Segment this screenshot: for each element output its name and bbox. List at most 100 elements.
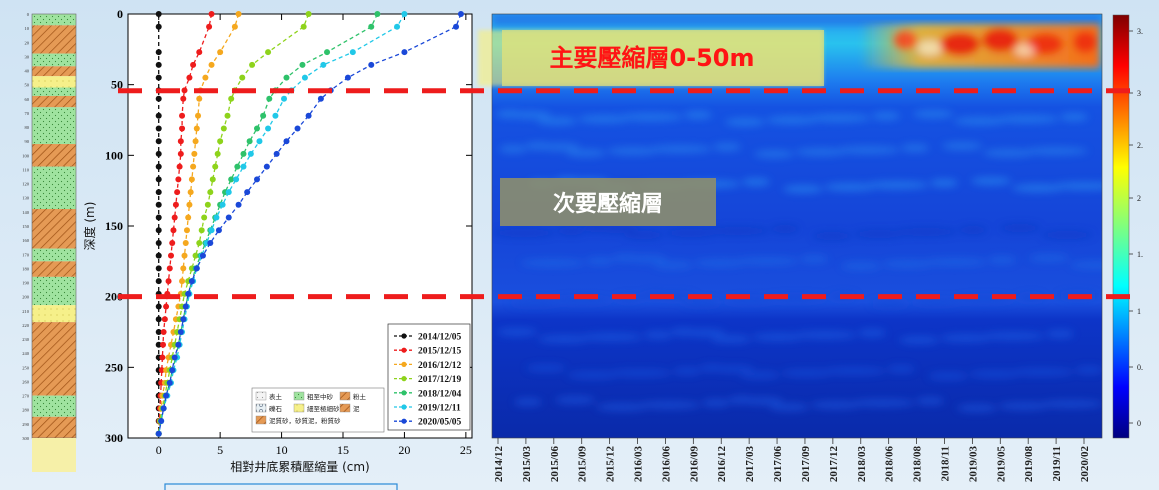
series-point xyxy=(204,201,211,208)
strata-layer-sand xyxy=(32,248,76,262)
series-point xyxy=(349,49,356,56)
heatmap-streak xyxy=(959,226,987,234)
series-point xyxy=(208,227,215,234)
heatmap-streak xyxy=(685,329,725,337)
heatmap-x-label: 2017/12 xyxy=(828,446,840,483)
strata-layer-sand xyxy=(32,53,76,67)
heatmap-streak xyxy=(1053,182,1102,190)
series-point xyxy=(305,11,312,17)
heatmap-x-label: 2016/12 xyxy=(716,446,728,483)
heatmap-streak xyxy=(954,117,1006,125)
series-legend-box xyxy=(387,323,471,431)
heatmap-streak xyxy=(981,332,1045,340)
strata-depth-tick: 210 xyxy=(22,309,30,314)
heatmap-streak xyxy=(637,401,701,409)
strata-layer-silt xyxy=(32,76,76,88)
series-point xyxy=(344,74,351,81)
series-point xyxy=(186,74,193,81)
lithology-swatch-sand xyxy=(293,391,305,401)
series-point xyxy=(305,112,312,119)
series-point xyxy=(160,341,167,348)
series-point xyxy=(231,23,238,30)
series-point xyxy=(159,354,166,361)
legend-label: 2018/12/04 xyxy=(418,389,462,399)
series-point xyxy=(160,405,167,412)
y-tick-label: 100 xyxy=(105,148,123,162)
heatmap-streak xyxy=(887,365,915,373)
series-point xyxy=(254,125,260,132)
series-point xyxy=(180,265,187,272)
strata-depth-tick: 200 xyxy=(22,295,30,300)
legend-label: 2017/12/19 xyxy=(418,375,462,385)
lithology-label: 粉土 xyxy=(353,392,367,401)
strata-depth-tick: 150 xyxy=(22,224,30,229)
heatmap-streak xyxy=(608,369,672,377)
strata-depth-tick: 140 xyxy=(22,210,30,215)
series-point xyxy=(209,176,216,183)
heatmap-streak xyxy=(841,262,881,270)
heatmap-streak xyxy=(872,112,900,120)
heatmap-streak xyxy=(928,372,968,380)
series-point xyxy=(155,341,162,348)
series-point xyxy=(155,430,162,437)
series-point xyxy=(170,227,177,234)
colorbar-ticks: 3. 3 2. 2 1. 1 0. 0 xyxy=(1129,27,1143,428)
series-point xyxy=(169,367,176,374)
series-point xyxy=(179,112,186,119)
legend-marker xyxy=(401,376,407,382)
series-point xyxy=(228,95,235,102)
heatmap-streak xyxy=(940,334,992,342)
series-point xyxy=(368,23,375,30)
strata-layer-mud xyxy=(32,322,76,396)
series-point xyxy=(217,138,224,145)
series-point xyxy=(225,214,232,221)
series-point xyxy=(171,354,178,361)
series-point xyxy=(208,11,215,17)
series-point xyxy=(160,329,167,335)
heatmap-streak xyxy=(735,257,799,265)
heatmap-x-label: 2019/11 xyxy=(1051,446,1063,481)
y-tick-label: 250 xyxy=(105,360,123,374)
heatmap-streak xyxy=(810,401,862,409)
series-legend: 2014/12/05 2015/12/15 2016/12/12 2017/12/19… xyxy=(387,323,471,431)
series-point xyxy=(172,201,179,208)
strata-depth-tick: 120 xyxy=(22,182,30,187)
strata-depth-tick: 270 xyxy=(22,394,30,399)
heatmap-streak xyxy=(812,232,852,240)
heatmap-streak xyxy=(998,402,1050,410)
heatmap-streak xyxy=(725,118,765,126)
series-point xyxy=(320,61,327,68)
series-point xyxy=(185,214,192,221)
heatmap-streak xyxy=(894,228,958,236)
series-2020-05-05 xyxy=(155,11,464,437)
legend-marker xyxy=(401,361,407,367)
heatmap-streak xyxy=(1075,366,1102,374)
heatmap-streak xyxy=(648,145,712,153)
heatmap-streak xyxy=(702,399,730,407)
heatmap-x-label: 2019/08 xyxy=(1023,446,1035,483)
series-point xyxy=(199,252,206,259)
series-point xyxy=(175,176,182,183)
series-point xyxy=(180,316,187,323)
heatmap-streak xyxy=(492,229,556,237)
series-point xyxy=(161,316,168,323)
strata-depth-tick: 50 xyxy=(25,83,30,88)
series-point xyxy=(206,23,213,30)
heatmap-streak xyxy=(853,230,905,238)
primary-layer-label-bg xyxy=(502,30,824,86)
heatmap-streak xyxy=(800,255,828,263)
series-point xyxy=(265,125,272,132)
heatmap-streak xyxy=(627,255,667,263)
heatmap-streak xyxy=(882,260,934,268)
heatmap-streak xyxy=(1046,330,1074,338)
heatmap-x-label: 2017/06 xyxy=(772,446,784,483)
series-point xyxy=(254,176,260,183)
series-point xyxy=(234,163,241,170)
series-point xyxy=(180,95,187,102)
x-tick-label: 20 xyxy=(398,443,410,457)
profile-x-axis-label: 相對井底累積壓縮量 (cm) xyxy=(230,459,369,474)
series-point xyxy=(155,95,162,102)
series-point xyxy=(155,278,162,285)
series-point xyxy=(155,201,162,208)
series-point xyxy=(299,61,306,68)
